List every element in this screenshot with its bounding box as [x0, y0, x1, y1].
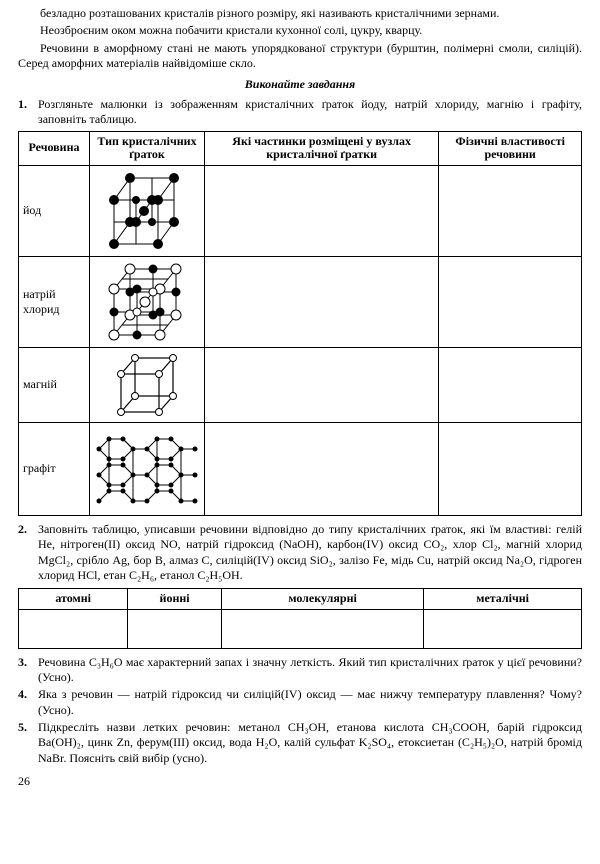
table-header-row: атомні йонні молекулярні металічні	[19, 588, 582, 609]
cell-blank	[205, 166, 439, 257]
iodine-lattice-icon	[92, 170, 202, 252]
table-header-row: Речовина Тип кристалічних ґраток Які час…	[19, 131, 582, 166]
th-molecular: молекулярні	[221, 588, 423, 609]
cell-blank	[439, 423, 582, 516]
cell-blank	[221, 609, 423, 648]
cell-nacl: натрій хлорид	[19, 257, 90, 348]
cell-nacl-img	[90, 257, 205, 348]
task-2: 2. Заповніть таблицю, уписавши речовини …	[18, 522, 582, 583]
cell-iodine: йод	[19, 166, 90, 257]
cell-blank	[439, 166, 582, 257]
graphite-lattice-icon	[92, 427, 202, 511]
cell-blank	[205, 257, 439, 348]
cell-blank	[439, 348, 582, 423]
table-row: магній	[19, 348, 582, 423]
intro-p3: Речовини в аморфному стані не мають упор…	[18, 41, 582, 72]
cell-blank	[205, 348, 439, 423]
task-4: 4. Яка з речовин — натрій гідроксид чи с…	[18, 687, 582, 718]
cell-mg-img	[90, 348, 205, 423]
intro-p2: Неозброєним оком можна побачити кристали…	[18, 23, 582, 38]
lattice-table: Речовина Тип кристалічних ґраток Які час…	[18, 131, 582, 517]
th-particles: Які частинки розміщені у вузлах кристалі…	[205, 131, 439, 166]
task-4-num: 4.	[18, 687, 38, 718]
task-5-num: 5.	[18, 720, 38, 766]
page: безладно розташованих кристалів різного …	[0, 0, 600, 799]
task-3: 3. Речовина C₃H₆O має характерний запах …	[18, 655, 582, 686]
task-1: 1. Розгляньте малюнки із зображенням кри…	[18, 97, 582, 128]
th-atomic: атомні	[19, 588, 128, 609]
cell-mg: магній	[19, 348, 90, 423]
cell-blank	[424, 609, 582, 648]
table-row	[19, 609, 582, 648]
th-ionic: йонні	[128, 588, 222, 609]
table-row: натрій хлорид	[19, 257, 582, 348]
task-4-text: Яка з речовин — натрій гідроксид чи силі…	[38, 687, 582, 718]
cell-blank	[128, 609, 222, 648]
task-1-text: Розгляньте малюнки із зображенням криста…	[38, 97, 582, 128]
task-1-num: 1.	[18, 97, 38, 128]
table-row: графіт	[19, 423, 582, 516]
task-2-text: Заповніть таблицю, уписавши речовини від…	[38, 522, 582, 583]
page-number: 26	[18, 774, 582, 789]
task-2-num: 2.	[18, 522, 38, 583]
task-5: 5. Підкресліть назви летких речовин: мет…	[18, 720, 582, 766]
task-3-num: 3.	[18, 655, 38, 686]
th-metallic: металічні	[424, 588, 582, 609]
task-5-text: Підкресліть назви летких речовин: метано…	[38, 720, 582, 766]
cell-graphite-img	[90, 423, 205, 516]
task-3-text: Речовина C₃H₆O має характерний запах і з…	[38, 655, 582, 686]
table-row: йод	[19, 166, 582, 257]
cell-iodine-img	[90, 166, 205, 257]
section-title: Виконайте завдання	[18, 77, 582, 92]
cell-blank	[19, 609, 128, 648]
intro-p1: безладно розташованих кристалів різного …	[18, 6, 582, 21]
cell-blank	[205, 423, 439, 516]
th-type: Тип кристалічних ґраток	[90, 131, 205, 166]
cell-graphite: графіт	[19, 423, 90, 516]
types-table: атомні йонні молекулярні металічні	[18, 588, 582, 649]
cell-blank	[439, 257, 582, 348]
mg-lattice-icon	[92, 352, 202, 418]
nacl-lattice-icon	[92, 261, 202, 343]
th-substance: Речовина	[19, 131, 90, 166]
th-properties: Фізичні властивості речовини	[439, 131, 582, 166]
